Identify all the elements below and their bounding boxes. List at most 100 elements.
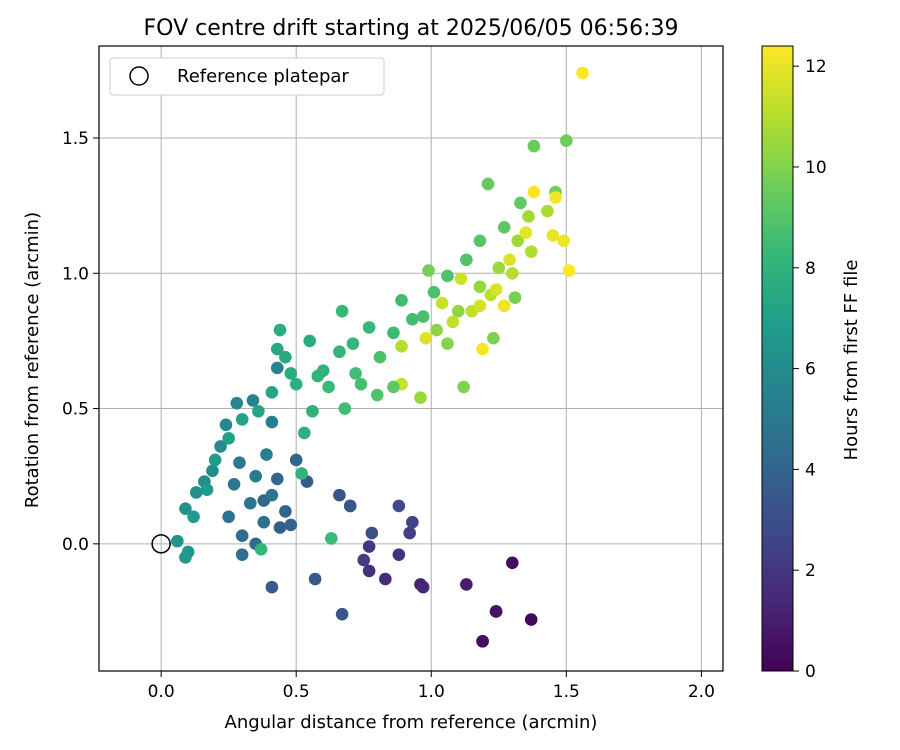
data-point <box>435 296 449 310</box>
data-point <box>395 340 408 353</box>
y-axis-ticks: 0.0 0.5 1.0 1.5 <box>62 129 99 555</box>
data-point <box>392 548 406 561</box>
data-point <box>560 134 573 147</box>
colorbar-tick-label: 0 <box>805 662 816 682</box>
data-point <box>303 334 317 348</box>
data-point <box>265 488 279 502</box>
data-point <box>406 312 419 326</box>
data-point <box>514 196 527 210</box>
data-point <box>527 185 541 199</box>
data-point <box>270 361 284 375</box>
plot-area <box>98 45 724 672</box>
x-tick-label: 1.0 <box>418 682 445 702</box>
data-point <box>311 369 325 383</box>
data-point <box>252 404 265 418</box>
data-point <box>473 234 487 248</box>
x-tick-label: 0.0 <box>148 682 175 702</box>
data-point <box>503 253 516 267</box>
data-point <box>297 426 311 440</box>
data-point <box>457 380 470 394</box>
data-point <box>427 285 441 299</box>
data-point <box>546 229 560 242</box>
data-point <box>508 291 522 304</box>
colorbar-tick-label: 8 <box>805 259 816 279</box>
data-point <box>273 323 287 337</box>
colorbar-tick-label: 2 <box>805 561 816 581</box>
data-point <box>206 464 219 478</box>
data-point <box>392 499 406 513</box>
data-point <box>279 350 292 364</box>
data-point <box>230 396 244 410</box>
data-point <box>489 283 503 296</box>
chart-title: FOV centre drift starting at 2025/06/05 … <box>144 16 679 41</box>
data-point <box>527 139 541 153</box>
data-point <box>497 299 511 313</box>
data-point <box>519 226 533 239</box>
y-tick-label: 1.0 <box>62 264 89 284</box>
data-point <box>365 526 379 540</box>
data-point <box>403 526 416 540</box>
data-point <box>295 467 308 480</box>
data-point <box>333 345 346 359</box>
data-point <box>227 478 241 491</box>
data-point <box>189 486 203 499</box>
y-tick-label: 0.0 <box>62 535 89 555</box>
data-point <box>430 323 443 337</box>
data-point <box>179 551 192 564</box>
y-tick-label: 1.5 <box>62 129 89 149</box>
data-point <box>235 529 249 543</box>
data-point <box>284 518 298 532</box>
data-point <box>497 220 511 234</box>
reference-marker <box>151 534 171 554</box>
x-axis-ticks: 0.0 0.5 1.0 1.5 2.0 <box>148 671 715 702</box>
data-point <box>460 578 473 591</box>
legend-marker <box>129 66 149 86</box>
data-point <box>446 315 460 329</box>
data-point <box>505 556 519 570</box>
data-point <box>406 515 419 529</box>
data-point <box>289 377 303 391</box>
data-point <box>179 502 192 515</box>
data-point <box>265 415 279 429</box>
data-point <box>414 391 427 405</box>
data-point <box>322 380 335 394</box>
data-point <box>306 404 319 418</box>
data-point <box>254 542 268 556</box>
data-point <box>243 496 257 510</box>
data-point <box>270 472 284 486</box>
data-point <box>557 234 570 248</box>
data-point <box>362 564 376 578</box>
data-point <box>473 299 487 313</box>
data-point <box>260 448 273 461</box>
colorbar-gradient <box>761 45 794 672</box>
data-point <box>233 456 246 469</box>
x-tick-label: 2.0 <box>688 682 715 702</box>
data-point <box>208 453 222 467</box>
data-point <box>362 540 376 553</box>
data-point <box>284 367 298 380</box>
data-point <box>222 510 235 524</box>
legend-box <box>109 57 385 96</box>
data-point <box>481 177 495 191</box>
data-point <box>349 367 362 380</box>
data-point <box>511 234 525 248</box>
x-tick-label: 1.5 <box>553 682 580 702</box>
x-axis-label: Angular distance from reference (arcmin) <box>225 712 598 733</box>
data-point <box>549 191 562 204</box>
data-point <box>362 321 376 334</box>
data-point <box>489 605 503 618</box>
data-point <box>235 413 249 426</box>
data-point <box>200 483 214 497</box>
plot-frame <box>98 45 724 672</box>
data-point <box>373 350 387 364</box>
data-point <box>265 386 279 399</box>
y-tick-label: 0.5 <box>62 400 89 420</box>
colorbar-ticks: 0 2 4 6 8 10 12 <box>793 57 827 682</box>
colorbar-tick-label: 6 <box>805 360 816 380</box>
colorbar-tick-label: 12 <box>805 57 827 77</box>
colorbar-tick-label: 10 <box>805 158 827 178</box>
data-point <box>476 634 489 648</box>
data-point <box>249 469 262 483</box>
colorbar-tick-label: 4 <box>805 460 816 480</box>
data-point <box>454 272 468 285</box>
